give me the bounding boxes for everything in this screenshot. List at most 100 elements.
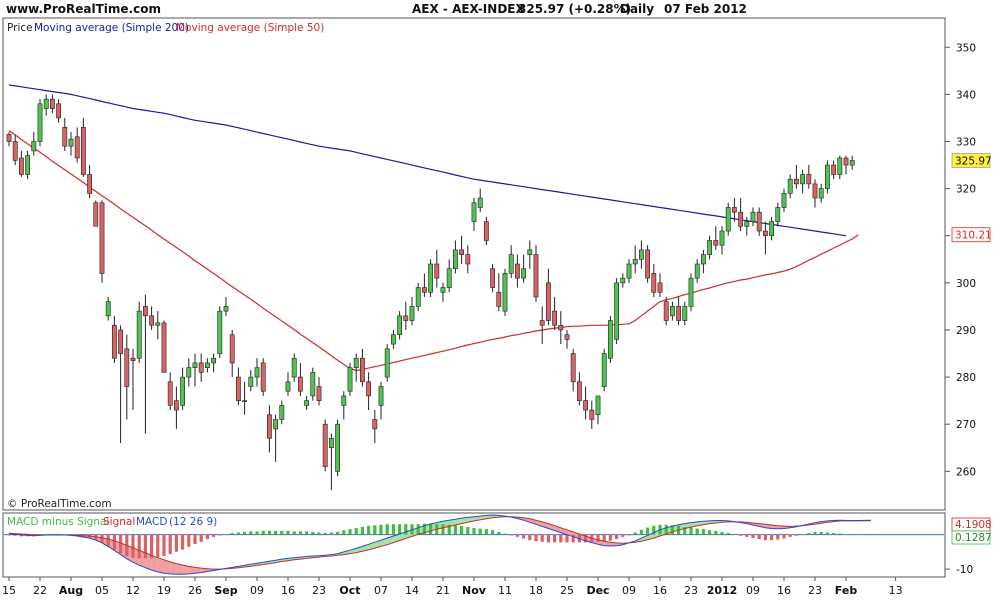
macd-histogram-bar — [670, 525, 674, 535]
candle — [180, 367, 185, 411]
candle — [421, 273, 427, 297]
legend-macd: MACD — [136, 516, 167, 528]
candle-body — [180, 376, 185, 406]
candle-body — [787, 178, 793, 194]
price-tags: 325.97 310.21 — [951, 153, 992, 243]
candle — [372, 410, 378, 444]
candle-body — [43, 98, 49, 109]
macd-histogram-bar — [274, 530, 278, 535]
candle-body — [236, 376, 241, 401]
header-date: 07 Feb 2012 — [664, 2, 747, 16]
candle-body — [700, 254, 706, 265]
macd-histogram-bar — [354, 528, 358, 535]
macd-histogram-bar — [379, 524, 383, 535]
candle-body — [273, 419, 278, 430]
candle-body — [459, 249, 464, 255]
macd-histogram-bar — [484, 529, 488, 535]
candle — [812, 179, 818, 208]
macd-signal-fill — [765, 524, 772, 529]
candle — [359, 348, 365, 387]
macd-histogram-bar — [615, 534, 619, 540]
candle — [167, 372, 173, 411]
candle-body — [508, 254, 514, 274]
candle-body — [595, 395, 601, 416]
site-title[interactable]: www.ProRealTime.com — [6, 2, 161, 16]
macd-histogram-bar — [212, 534, 216, 537]
macd-histogram-bar — [373, 525, 377, 535]
candle-body — [211, 357, 216, 364]
candle — [347, 362, 353, 396]
candle-body — [490, 268, 495, 288]
candle-body — [260, 362, 266, 392]
macd-histogram-bar — [689, 527, 693, 535]
price-y-axis: 260270280290300310320330340350 — [945, 42, 976, 478]
macd-histogram-bar — [701, 529, 705, 535]
candle — [143, 294, 148, 434]
macd-histogram-bar — [156, 534, 160, 558]
price-tick-label: 300 — [956, 278, 976, 290]
candle — [725, 202, 731, 236]
candle — [186, 358, 192, 387]
candle — [37, 99, 43, 147]
macd-histogram-bar — [602, 534, 606, 542]
candle — [310, 367, 316, 401]
price-tick-label: 270 — [956, 419, 976, 431]
x-tick-label: Sep — [214, 584, 237, 597]
candle — [291, 353, 297, 382]
macd-histogram-bar — [453, 525, 457, 535]
candle — [707, 235, 712, 260]
macd-histogram-bar — [838, 533, 842, 535]
macd-histogram-bar — [199, 534, 203, 542]
candle — [539, 306, 545, 345]
candle — [564, 329, 570, 349]
macd-histogram-bar — [559, 534, 563, 543]
price-tick-label: 330 — [956, 137, 976, 149]
candle — [304, 395, 309, 411]
macd-histogram-bar — [627, 534, 631, 536]
candle — [502, 268, 508, 316]
candle-body — [316, 386, 322, 401]
candle — [713, 226, 719, 250]
candle — [18, 150, 24, 177]
macd-tick-label: -10 — [956, 564, 973, 576]
macd-value-label: 4.1908 — [955, 519, 992, 531]
candle-body — [87, 174, 92, 194]
candle — [601, 348, 607, 392]
macd-histogram-bar — [422, 523, 426, 535]
candle — [787, 174, 793, 199]
price-tick-label: 260 — [956, 466, 976, 478]
candle-body — [539, 320, 545, 326]
candle — [341, 391, 347, 420]
legend-price: Price — [7, 22, 33, 34]
macd-histogram-bar — [429, 523, 433, 535]
x-tick-label: 2012 — [707, 584, 738, 597]
price-tick-label: 290 — [956, 325, 976, 337]
candle-body — [279, 405, 285, 420]
candle — [638, 240, 644, 269]
macd-line — [8, 514, 871, 575]
macd-histogram-bar — [863, 533, 867, 535]
macd-histogram-bar — [112, 534, 116, 551]
macd-signal-fill — [393, 533, 400, 543]
candle-body — [663, 301, 669, 321]
candle — [254, 358, 260, 387]
candle — [236, 367, 241, 406]
candle — [118, 325, 123, 444]
price-panel[interactable] — [2, 17, 946, 511]
candle-body — [49, 98, 55, 109]
candle — [750, 207, 756, 227]
candle — [328, 433, 334, 491]
x-tick-label: 21 — [436, 584, 450, 597]
candle-body — [31, 141, 37, 152]
macd-histogram-bar — [367, 525, 371, 535]
candle-body — [186, 367, 192, 378]
macd-histogram-bar — [714, 530, 718, 535]
candle-body — [725, 207, 731, 232]
candle — [68, 132, 74, 156]
macd-histogram-bar — [757, 534, 761, 540]
candle — [434, 249, 440, 288]
candle — [589, 400, 595, 429]
macd-legend: MACD minus Signal Signal MACD (12 26 9) — [7, 516, 217, 528]
candle-body — [471, 202, 477, 222]
candle-body — [843, 157, 849, 166]
